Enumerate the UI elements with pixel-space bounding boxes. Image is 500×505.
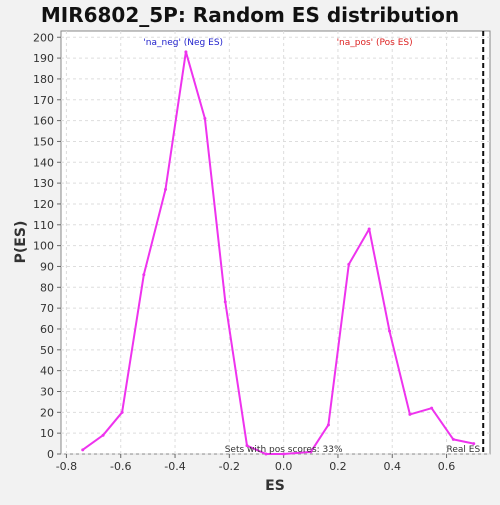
y-tick-label: 190 [33, 52, 54, 65]
data-point [367, 227, 371, 231]
y-tick-label: 140 [33, 156, 54, 169]
y-tick-label: 180 [33, 73, 54, 86]
x-tick-label: 0.4 [384, 460, 402, 473]
y-tick-label: 20 [40, 406, 54, 419]
y-tick-label: 50 [40, 344, 54, 357]
chart-title: MIR6802_5P: Random ES distribution [41, 3, 459, 27]
x-axis-label: ES [265, 478, 285, 494]
x-tick-label: 0.2 [329, 460, 347, 473]
x-tick-label: -0.6 [110, 460, 131, 473]
neg-es-annotation: 'na_neg' (Neg ES) [143, 38, 223, 48]
x-tick-label: -0.4 [164, 460, 185, 473]
data-point [101, 433, 105, 437]
data-point [451, 437, 455, 441]
y-tick-label: 170 [33, 94, 54, 107]
y-tick-label: 80 [40, 281, 54, 294]
x-tick-label: 0.6 [438, 460, 456, 473]
data-point [309, 450, 313, 454]
data-point [184, 50, 188, 54]
y-tick-label: 120 [33, 198, 54, 211]
x-tick-label: -0.2 [219, 460, 240, 473]
x-tick-label: 0.0 [275, 460, 293, 473]
x-tick-label: -0.8 [56, 460, 77, 473]
series-layer [81, 50, 476, 456]
pos-scores-annotation: Sets with pos scores: 33% [225, 445, 343, 455]
x-axis: -0.8 -0.6 -0.4 -0.2 0.0 0.2 0.4 0.6 [56, 454, 456, 473]
data-point [472, 442, 476, 446]
data-point [203, 117, 207, 121]
y-tick-label: 150 [33, 135, 54, 148]
y-tick-label: 40 [40, 365, 54, 378]
y-tick-label: 30 [40, 385, 54, 398]
data-point [245, 444, 249, 448]
data-point [264, 452, 268, 456]
plot-area [60, 30, 491, 455]
data-point [326, 423, 330, 427]
real-es-label: Real ES [447, 445, 481, 455]
data-point [408, 412, 412, 416]
y-tick-label: 200 [33, 31, 54, 44]
data-point [81, 448, 85, 452]
data-point [120, 410, 124, 414]
y-tick-label: 70 [40, 302, 54, 315]
series-line [82, 50, 474, 455]
y-tick-label: 0 [47, 448, 54, 461]
data-point [430, 406, 434, 410]
y-tick-label: 90 [40, 260, 54, 273]
y-tick-label: 130 [33, 177, 54, 190]
y-tick-label: 60 [40, 323, 54, 336]
data-point [223, 300, 227, 304]
y-tick-label: 10 [40, 427, 54, 440]
data-point [347, 262, 351, 266]
y-axis-label: P(ES) [13, 221, 29, 264]
y-tick-label: 160 [33, 115, 54, 128]
y-tick-label: 100 [33, 240, 54, 253]
pos-es-annotation: 'na_pos' (Pos ES) [337, 38, 413, 48]
y-tick-label: 110 [33, 219, 54, 232]
data-point [282, 452, 286, 456]
y-axis: 0 10 20 30 40 50 60 70 80 90 100 110 120 130 140 150 160… [33, 31, 61, 461]
grid [61, 31, 490, 455]
data-point [388, 329, 392, 333]
data-point [164, 187, 168, 191]
data-point [142, 273, 146, 277]
